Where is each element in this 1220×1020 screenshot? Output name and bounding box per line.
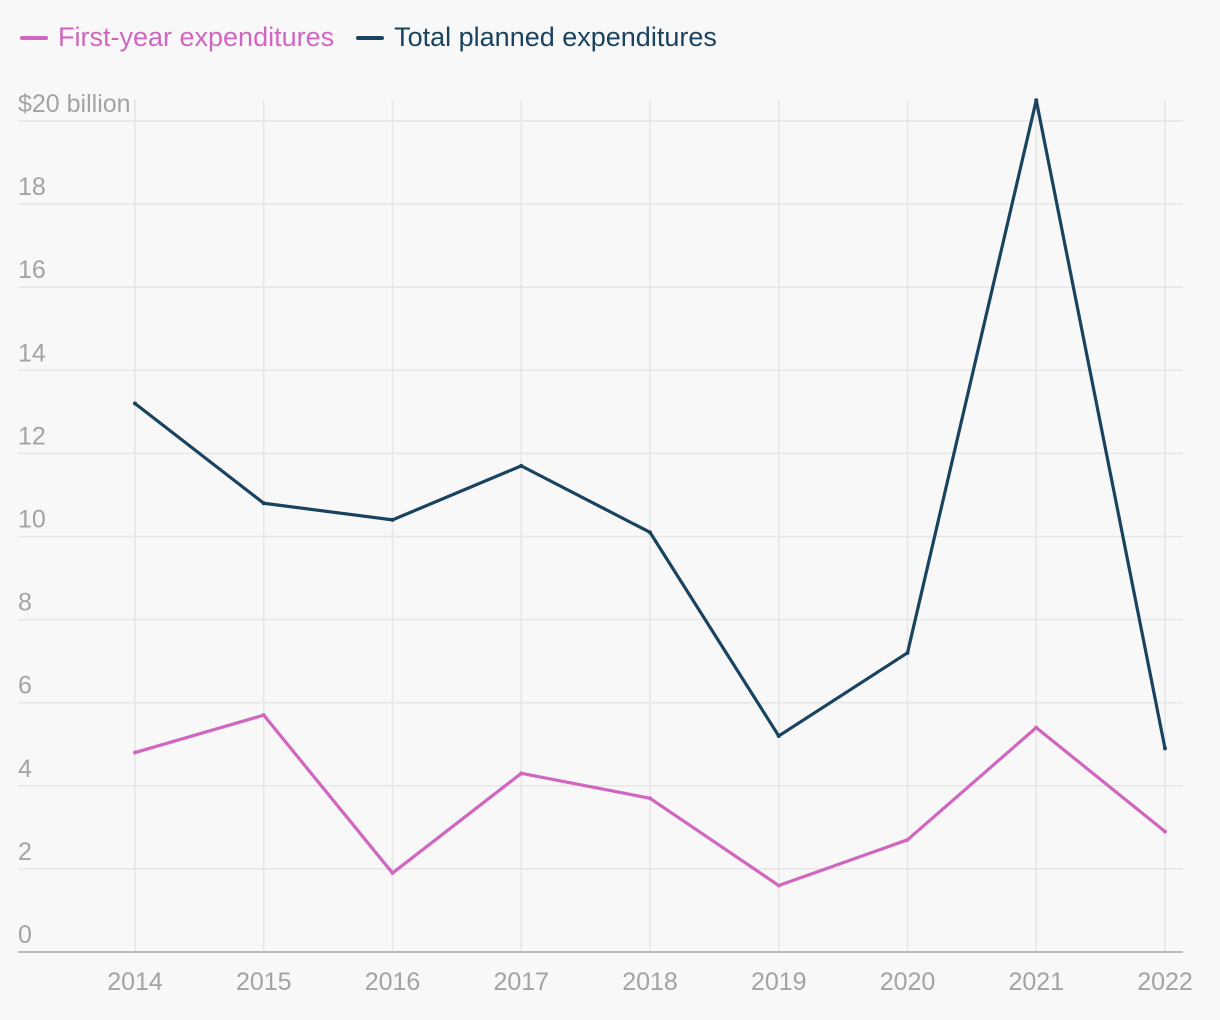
data-point-first-year-expenditures-2015 xyxy=(261,713,266,718)
legend-label-total-planned: Total planned expenditures xyxy=(394,22,717,52)
x-tick-label-2017: 2017 xyxy=(493,968,549,996)
data-point-first-year-expenditures-2016 xyxy=(390,871,395,876)
legend-swatch-first-year xyxy=(20,35,48,40)
data-point-first-year-expenditures-2018 xyxy=(648,796,652,801)
x-tick-label-2016: 2016 xyxy=(365,968,421,996)
legend: First-year expenditures Total planned ex… xyxy=(20,22,717,53)
data-point-total-planned-expenditures-2020 xyxy=(905,650,910,655)
y-tick-label-18: 18 xyxy=(18,173,46,201)
legend-item-first-year: First-year expenditures xyxy=(20,22,334,53)
data-point-first-year-expenditures-2020 xyxy=(905,837,910,842)
data-point-first-year-expenditures-2019 xyxy=(776,883,781,888)
x-tick-label-2022: 2022 xyxy=(1137,968,1193,996)
data-point-first-year-expenditures-2017 xyxy=(519,771,524,776)
y-tick-label-4: 4 xyxy=(18,755,32,783)
data-point-total-planned-expenditures-2014 xyxy=(133,401,137,406)
x-tick-label-2014: 2014 xyxy=(107,968,163,996)
data-point-first-year-expenditures-2022 xyxy=(1163,829,1167,834)
y-tick-label-12: 12 xyxy=(18,422,46,450)
y-tick-label-20: $20 billion xyxy=(18,90,131,118)
x-tick-label-2021: 2021 xyxy=(1008,968,1064,996)
x-tick-label-2019: 2019 xyxy=(751,968,807,996)
data-point-total-planned-expenditures-2021 xyxy=(1034,98,1039,103)
x-tick-label-2015: 2015 xyxy=(236,968,292,996)
y-tick-label-16: 16 xyxy=(18,256,46,284)
data-point-total-planned-expenditures-2018 xyxy=(648,530,652,535)
legend-item-total-planned: Total planned expenditures xyxy=(356,22,717,53)
data-point-total-planned-expenditures-2015 xyxy=(261,501,266,506)
x-tick-label-2020: 2020 xyxy=(880,968,936,996)
y-tick-label-6: 6 xyxy=(18,672,32,700)
legend-swatch-total-planned xyxy=(356,35,385,40)
data-point-total-planned-expenditures-2016 xyxy=(390,517,395,522)
data-point-first-year-expenditures-2014 xyxy=(133,750,137,755)
y-tick-label-10: 10 xyxy=(18,506,46,534)
y-tick-label-0: 0 xyxy=(18,921,32,949)
data-point-total-planned-expenditures-2022 xyxy=(1163,746,1167,751)
legend-label-first-year: First-year expenditures xyxy=(58,22,335,52)
data-point-total-planned-expenditures-2019 xyxy=(776,733,781,738)
y-tick-label-2: 2 xyxy=(18,838,32,866)
data-point-total-planned-expenditures-2017 xyxy=(519,463,524,468)
y-tick-label-8: 8 xyxy=(18,589,32,617)
y-tick-label-14: 14 xyxy=(18,339,46,367)
data-point-first-year-expenditures-2021 xyxy=(1034,725,1039,730)
x-tick-label-2018: 2018 xyxy=(622,968,678,996)
